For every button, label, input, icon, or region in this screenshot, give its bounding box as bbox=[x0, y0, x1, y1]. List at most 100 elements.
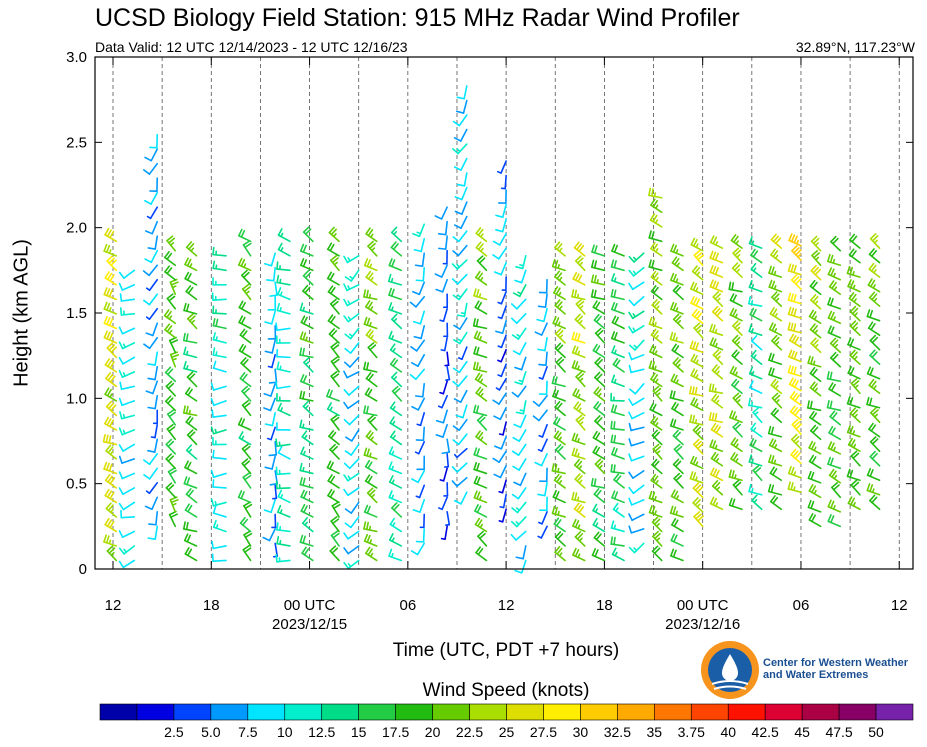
wind-barb bbox=[367, 414, 378, 431]
wind-barb bbox=[166, 293, 177, 310]
wind-barb bbox=[788, 377, 802, 392]
wind-barb bbox=[165, 438, 177, 455]
wind-barb bbox=[212, 505, 227, 518]
wind-barb bbox=[275, 438, 291, 447]
wind-barb bbox=[262, 528, 276, 542]
wind-barb bbox=[276, 421, 291, 431]
wind-barb bbox=[388, 302, 403, 315]
wind-barb bbox=[242, 544, 252, 562]
wind-barb bbox=[435, 278, 448, 293]
wind-barb bbox=[456, 172, 468, 187]
wind-barb bbox=[788, 333, 802, 348]
wind-barb bbox=[241, 283, 252, 301]
wind-barb bbox=[182, 332, 198, 344]
wind-barb bbox=[787, 364, 802, 377]
wind-barb bbox=[103, 315, 118, 330]
wind-barb bbox=[670, 373, 684, 388]
wind-barb bbox=[693, 511, 704, 528]
wind-barb bbox=[415, 383, 426, 398]
wind-barb bbox=[185, 285, 198, 301]
wind-barb bbox=[690, 295, 704, 310]
wind-barb bbox=[330, 356, 340, 373]
wind-barb bbox=[243, 501, 253, 518]
wind-barb bbox=[749, 380, 763, 395]
wind-barb bbox=[868, 378, 881, 395]
wind-barb bbox=[165, 453, 177, 470]
wind-barb bbox=[732, 320, 743, 336]
wind-barb bbox=[183, 360, 198, 373]
wind-barb bbox=[363, 504, 378, 518]
wind-barb bbox=[648, 360, 663, 373]
wind-barbs bbox=[102, 85, 881, 574]
x-tick-label: 06 bbox=[793, 597, 810, 614]
wind-barb bbox=[808, 440, 822, 455]
wind-barb bbox=[787, 481, 802, 494]
wind-barb bbox=[847, 437, 861, 453]
wind-barb bbox=[710, 422, 724, 438]
wind-barb bbox=[104, 416, 118, 431]
wind-barb bbox=[457, 346, 468, 360]
wind-barb bbox=[185, 415, 198, 431]
colorbar-box bbox=[210, 703, 249, 721]
wind-barb bbox=[211, 409, 227, 418]
wind-barb bbox=[729, 365, 743, 380]
wind-barb bbox=[537, 525, 548, 539]
colorbar-box bbox=[136, 703, 175, 721]
wind-barb bbox=[807, 400, 822, 412]
wind-barb bbox=[185, 241, 198, 257]
colorbar-tick-label: 17.5 bbox=[382, 724, 409, 740]
wind-barb bbox=[299, 302, 314, 315]
cw3e-logo bbox=[701, 641, 759, 699]
wind-barb bbox=[611, 302, 625, 315]
wind-barb bbox=[473, 288, 488, 301]
wind-barb bbox=[690, 353, 704, 368]
wind-barb bbox=[388, 330, 403, 344]
wind-barb bbox=[590, 477, 606, 489]
wind-barb bbox=[752, 465, 763, 482]
wind-barb bbox=[572, 518, 586, 533]
wind-barb bbox=[709, 279, 724, 293]
wind-barb bbox=[628, 438, 645, 447]
wind-barb bbox=[277, 287, 291, 301]
wind-barb bbox=[610, 392, 625, 402]
wind-barb bbox=[345, 429, 360, 442]
wind-barb bbox=[648, 230, 663, 243]
colorbar-box bbox=[321, 703, 359, 721]
y-tick-label: 1.5 bbox=[66, 305, 87, 322]
wind-barb bbox=[238, 343, 252, 359]
wind-barb bbox=[538, 467, 548, 483]
wind-barb bbox=[443, 482, 449, 497]
colorbar-tick-label: 42.5 bbox=[752, 724, 779, 740]
wind-barb bbox=[144, 148, 159, 162]
wind-barb bbox=[472, 361, 488, 373]
wind-barb bbox=[267, 354, 276, 369]
wind-barb bbox=[492, 392, 507, 405]
wind-barb bbox=[451, 273, 468, 285]
wind-barb bbox=[454, 201, 468, 215]
wind-barb bbox=[388, 287, 403, 301]
wind-barb bbox=[849, 407, 861, 424]
wind-barb bbox=[768, 454, 783, 467]
wind-barb bbox=[456, 85, 468, 100]
wind-barb bbox=[453, 157, 468, 171]
wind-barb bbox=[363, 289, 378, 301]
wind-barb bbox=[344, 342, 360, 354]
colorbar-tick-label: 10 bbox=[277, 724, 293, 740]
wind-barb bbox=[387, 273, 403, 286]
wind-barb bbox=[299, 419, 314, 431]
wind-barb bbox=[768, 279, 783, 293]
wind-barb bbox=[789, 405, 802, 421]
wind-barb bbox=[831, 482, 842, 499]
wind-barb bbox=[590, 289, 606, 301]
wind-barb bbox=[495, 203, 507, 218]
wind-barb bbox=[330, 516, 340, 533]
colorbar-tick-label: 5.0 bbox=[201, 724, 221, 740]
wind-barb bbox=[390, 241, 403, 257]
wind-barb bbox=[849, 233, 861, 249]
wind-barb bbox=[510, 298, 527, 310]
wind-barb bbox=[575, 414, 586, 431]
wind-barb bbox=[748, 236, 763, 249]
wind-barb bbox=[264, 339, 276, 354]
wind-barb bbox=[770, 248, 783, 264]
